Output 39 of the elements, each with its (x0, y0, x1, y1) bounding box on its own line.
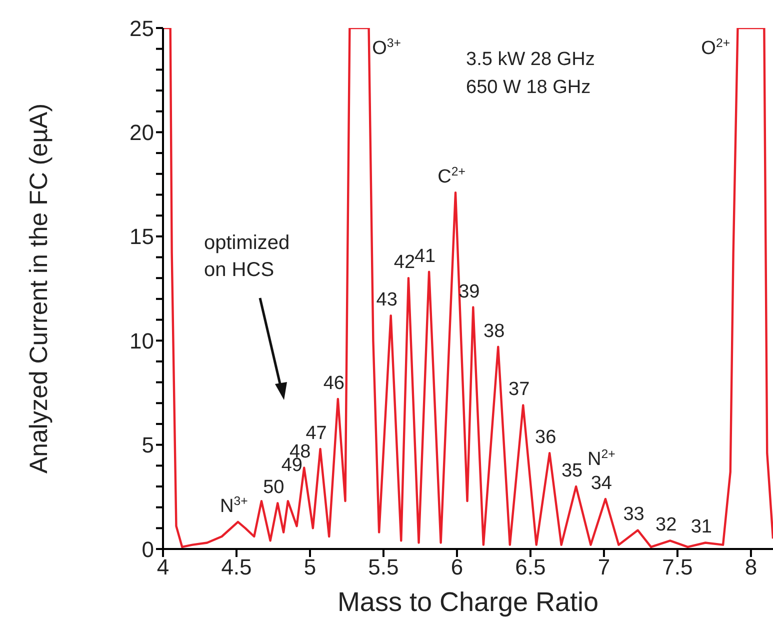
y-tick-label: 20 (130, 120, 154, 146)
annotation: O$^{3+}$ (372, 36, 401, 59)
x-tick-label: 6.5 (515, 554, 546, 580)
annotation: 34 (590, 472, 612, 494)
annotation: 650 W 18 GHz (466, 76, 592, 100)
x-tick-label: 4.5 (221, 554, 252, 580)
annotation: 37 (508, 379, 530, 400)
x-axis-title: Mass to Charge Ratio (337, 587, 599, 617)
annotation: C$^{2+}$ (438, 164, 466, 188)
x-tick-label: 7.5 (662, 554, 693, 580)
annotation: N$^{3+}$ (220, 494, 248, 517)
y-tick-label: 25 (130, 16, 154, 41)
y-tick-label: 10 (130, 328, 154, 354)
annotation: 35 (561, 460, 583, 482)
annotation: 32 (656, 514, 677, 536)
annotation: 41 (414, 246, 436, 267)
annotation: N$^{2+}$ (588, 446, 616, 470)
x-tick-label: 6 (450, 554, 464, 580)
annotation: 46 (323, 372, 344, 394)
x-tick-label: 8 (744, 554, 758, 580)
y-tick-label: 5 (142, 432, 154, 458)
annotation: 47 (306, 422, 327, 444)
y-tick-label: 0 (142, 536, 154, 562)
annotation: 31 (690, 516, 712, 538)
x-tick-label: 5 (304, 554, 316, 580)
y-axis-title: Analyzed Current in the FC (eµA) (24, 103, 53, 474)
annotation: 3.5 kW 28 GHz (466, 48, 595, 72)
annotation: 42 (394, 252, 416, 274)
annotation: 43 (376, 290, 398, 311)
x-tick-label: 4 (156, 554, 170, 580)
annotation: 50 (263, 477, 284, 498)
y-tick-label: 15 (130, 224, 154, 250)
x-tick-label: 5.5 (368, 554, 399, 580)
annotation: 33 (623, 504, 644, 526)
annotation: optimized on HCS (204, 231, 291, 283)
x-tick-label: 7 (598, 554, 610, 580)
annotation: O$^{2+}$ (701, 36, 730, 59)
annotation: 36 (535, 427, 556, 448)
annotation: 38 (484, 320, 505, 342)
